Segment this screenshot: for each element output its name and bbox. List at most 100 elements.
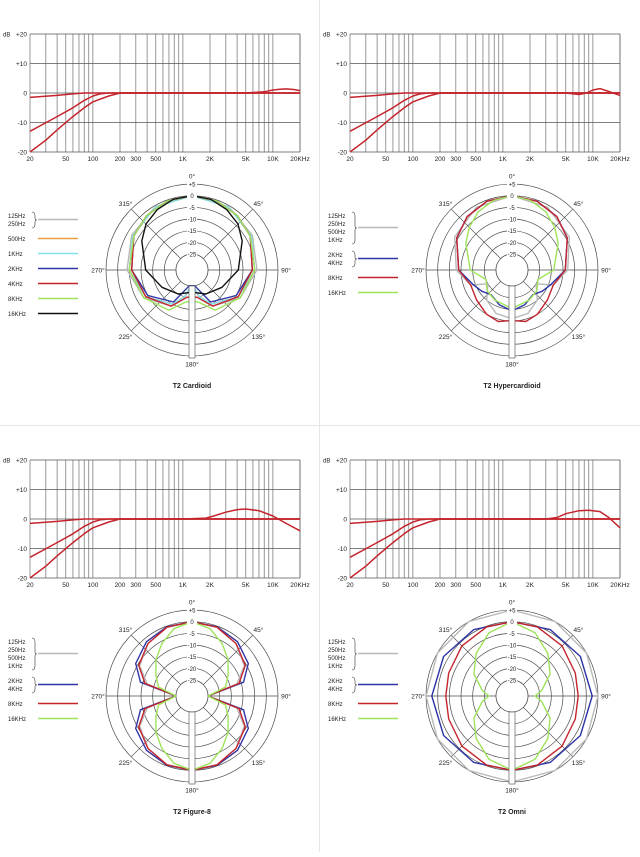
legend-label-line: 500Hz <box>328 230 345 236</box>
polar-ring-label: -20 <box>188 667 197 673</box>
x-tick-label: 200 <box>435 156 446 163</box>
chart-title: T2 Cardioid <box>173 383 212 390</box>
rear-axis-band <box>188 711 196 785</box>
polar-angle-label: 225° <box>119 333 133 341</box>
x-tick-label: 20KHz <box>610 156 630 163</box>
legend-label-line: 8KHz <box>8 702 23 708</box>
legend-label: 4KHz <box>8 282 23 288</box>
response-curve <box>440 509 621 529</box>
legend-label-line: 250Hz <box>328 222 345 228</box>
response-curve <box>440 87 621 97</box>
legend-label-line: 1KHz <box>328 238 343 244</box>
y-tick-label: -10 <box>338 546 348 553</box>
panel-figure-8: dB +20 +10 0 -10 -20 20 50 100 200 300 500 1K 2K 5K 10K… <box>0 426 320 852</box>
db-unit-label: dB <box>3 33 10 39</box>
rear-axis-band <box>188 285 196 359</box>
x-tick-label: 500 <box>470 156 481 163</box>
polar-ring-label: 0 <box>190 620 194 626</box>
polar-ring-label: +5 <box>189 609 197 615</box>
legend-bracket <box>31 637 38 671</box>
legend-label: 8KHz <box>328 276 343 282</box>
legend-label-line: 4KHz <box>328 687 343 693</box>
x-tick-label: 20 <box>26 156 34 163</box>
x-tick-label: 20 <box>26 582 34 589</box>
legend-label: 8KHz <box>328 702 343 708</box>
polar-angle-label: 180° <box>185 787 199 795</box>
legend-label: 8KHz <box>8 702 23 708</box>
legend-label-line: 16KHz <box>328 717 346 723</box>
polar-ring-label: -25 <box>188 253 197 259</box>
legend-label-line: 125Hz <box>8 640 25 646</box>
response-curve <box>29 518 300 558</box>
polar-angle-label: 0° <box>189 599 196 607</box>
y-tick-label: -10 <box>338 120 348 127</box>
legend-label: 16KHz <box>328 717 346 723</box>
y-tick-label: -10 <box>18 120 28 127</box>
x-tick-label: 2K <box>206 156 215 163</box>
horizontal-divider <box>0 425 640 426</box>
x-tick-label: 500 <box>470 582 481 589</box>
polar-ring-label: -20 <box>188 241 197 247</box>
rear-axis-band <box>508 711 516 785</box>
polar-spoke <box>130 281 181 332</box>
polar-angle-label: 135° <box>252 333 266 341</box>
y-tick-label: -20 <box>18 576 28 583</box>
x-tick-label: 200 <box>115 582 126 589</box>
db-unit-label: dB <box>3 459 10 465</box>
polar-angle-label: 270° <box>411 267 425 275</box>
ring-label-band <box>187 608 197 696</box>
polar-angle-label: 45° <box>254 626 264 634</box>
legend-bracket <box>351 637 358 671</box>
legend-label: 2KHz <box>8 267 23 273</box>
legend-label: 125Hz 250Hz 500Hz 1KHz <box>328 640 345 670</box>
x-tick-label: 100 <box>87 156 98 163</box>
polar-angle-label: 315° <box>439 626 453 634</box>
polar-ring-label: 0 <box>510 620 514 626</box>
polar-angle-label: 270° <box>91 693 105 701</box>
polar-spoke <box>203 208 254 259</box>
polar-ring-label: -5 <box>509 632 515 638</box>
chart-title: T2 Hypercardioid <box>483 383 540 390</box>
polar-angle-label: 135° <box>252 759 266 767</box>
legend-label: 2KHz 4KHz <box>328 679 343 693</box>
polar-ring-label: -10 <box>188 644 197 650</box>
ring-label-band <box>187 182 197 270</box>
vertical-divider <box>319 0 320 852</box>
polar-angle-label: 315° <box>439 200 453 208</box>
x-tick-label: 50 <box>382 156 390 163</box>
legend-label-line: 8KHz <box>328 702 343 708</box>
polar-ring-label: -5 <box>509 206 515 212</box>
polar-angle-label: 180° <box>185 361 199 369</box>
legend-label-line: 250Hz <box>328 648 345 654</box>
response-curve <box>120 88 301 94</box>
polar-ring-label: -25 <box>508 253 517 259</box>
polar-ring-label: -20 <box>508 667 517 673</box>
polar-ring-label: +5 <box>189 183 197 189</box>
legend-label: 2KHz 4KHz <box>328 253 343 267</box>
y-tick-label: +10 <box>16 487 27 494</box>
polar-ring-label: +5 <box>509 183 517 189</box>
legend-label: 16KHz <box>328 291 346 297</box>
chart-title: T2 Omni <box>498 809 526 816</box>
polar-angle-label: 45° <box>254 200 264 208</box>
x-tick-label: 2K <box>206 582 215 589</box>
ring-label-band <box>507 182 517 270</box>
y-tick-label: -10 <box>18 546 28 553</box>
x-tick-label: 1K <box>179 156 188 163</box>
legend-label-line: 4KHz <box>328 261 343 267</box>
polar-spoke <box>523 208 574 259</box>
y-tick-label: +10 <box>336 487 347 494</box>
x-tick-label: 50 <box>382 582 390 589</box>
polar-angle-label: 0° <box>509 599 516 607</box>
legend-label: 1KHz <box>8 252 23 258</box>
polar-angle-label: 90° <box>281 267 291 275</box>
polar-angle-label: 0° <box>189 173 196 181</box>
legend-label: 2KHz 4KHz <box>8 679 23 693</box>
legend-label-line: 4KHz <box>8 282 23 288</box>
y-tick-label: -20 <box>338 576 348 583</box>
polar-angle-label: 180° <box>505 361 519 369</box>
x-tick-label: 20 <box>346 582 354 589</box>
